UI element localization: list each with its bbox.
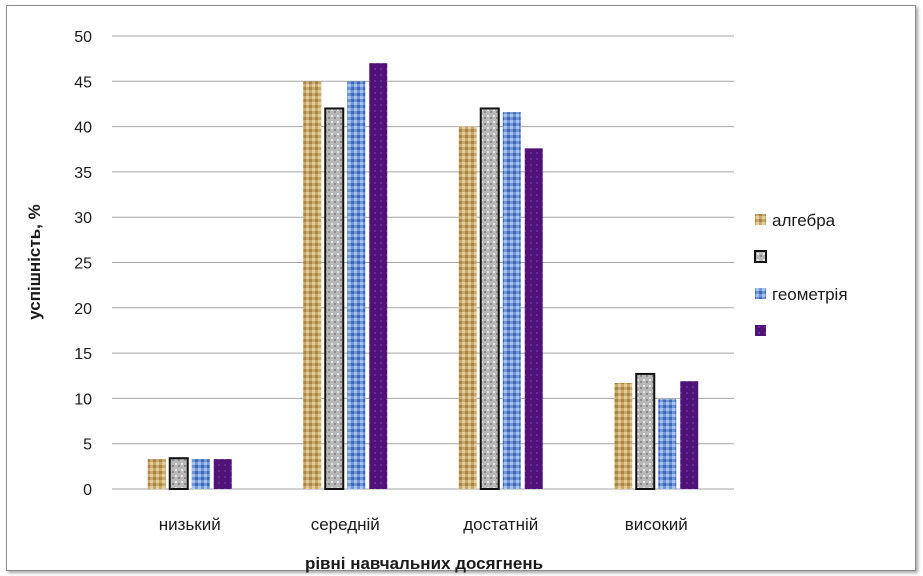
y-tick-label: 20: [74, 301, 92, 318]
y-tick-label: 5: [83, 437, 92, 454]
bar-series-1-1: [303, 81, 322, 490]
legend: алгебра геометрія: [754, 211, 848, 336]
y-tick-label: 35: [74, 165, 92, 182]
bar-series-1-0: [147, 459, 166, 489]
legend-label-1: алгебра: [772, 211, 836, 230]
bar-series-2-1: [324, 107, 345, 490]
y-tick-label: 15: [74, 346, 92, 363]
x-category-label: середній: [311, 515, 380, 534]
y-tick-label: 45: [74, 74, 92, 91]
x-category-label: високий: [625, 515, 688, 534]
y-axis-title: успішність, %: [25, 204, 44, 319]
x-category-label: низький: [159, 515, 221, 534]
bar-series-1-3: [614, 382, 633, 489]
y-tick-label: 0: [83, 482, 92, 499]
bar-series-3-2: [502, 112, 521, 489]
bar-series-1-2: [458, 126, 477, 489]
bar-series-4-2: [524, 148, 543, 489]
y-tick-label: 25: [74, 256, 92, 273]
legend-swatch-1: [755, 214, 766, 225]
y-axis-ticks: 0 5 10 15 20 25 30 35 40 45 50: [74, 29, 92, 499]
bar-series-3-0: [191, 459, 210, 489]
y-tick-label: 50: [74, 29, 92, 46]
bar-series-4-3: [680, 381, 699, 489]
bar-series-2-2: [479, 107, 500, 490]
y-tick-label: 10: [74, 391, 92, 408]
legend-swatch-2: [754, 250, 767, 263]
x-category-label: достатній: [463, 515, 538, 534]
legend-swatch-4: [755, 325, 766, 336]
bar-series-3-1: [347, 81, 366, 490]
bars: [147, 63, 699, 491]
y-tick-label: 40: [74, 120, 92, 137]
bar-series-2-3: [635, 372, 656, 490]
legend-label-3: геометрія: [772, 285, 848, 304]
x-axis-title: рівні навчальних досягнень: [305, 554, 543, 573]
bar-series-4-1: [369, 63, 388, 490]
legend-swatch-3: [755, 288, 766, 299]
bar-series-3-3: [658, 399, 677, 489]
bar-series-2-0: [168, 457, 189, 491]
y-tick-label: 30: [74, 210, 92, 227]
bar-series-4-0: [213, 459, 232, 489]
x-axis-categories: низький середній достатній високий: [159, 515, 688, 534]
